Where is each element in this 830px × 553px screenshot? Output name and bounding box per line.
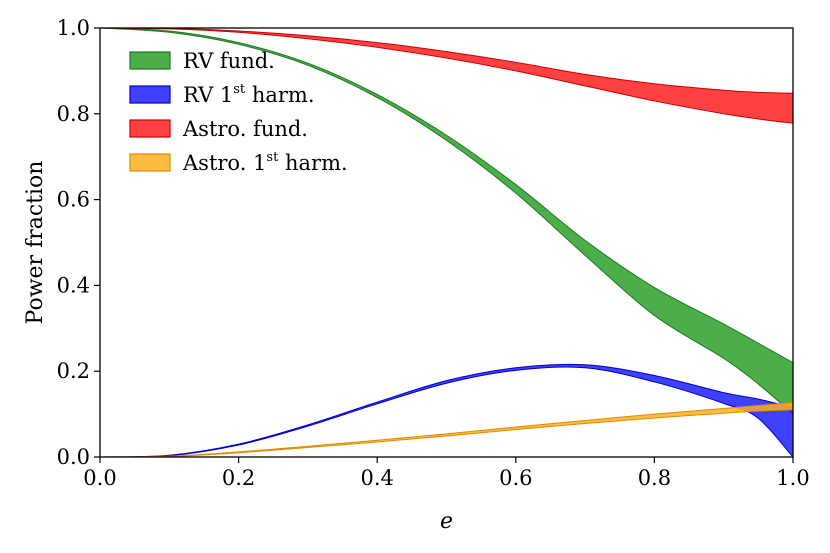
legend: RV fund.RV 1st harm.Astro. fund.Astro. 1… [129, 49, 348, 175]
x-tick-label: 0.8 [638, 466, 671, 490]
y-axis: 0.0 0.2 0.4 0.6 0.8 1.0 [57, 16, 100, 469]
band-rv-1st-harm [99, 363, 794, 459]
plot-frame [99, 27, 794, 458]
x-tick-label: 0.6 [499, 466, 532, 490]
legend-label-main: RV fund. [183, 49, 275, 73]
x-axis-label: e [440, 509, 453, 534]
band-astro-fund [99, 27, 794, 124]
y-tick-label: 1.0 [57, 16, 90, 40]
legend-label-main: RV 1 [183, 83, 233, 107]
y-tick-label: 0.6 [57, 188, 90, 212]
y-tick-label: 0.2 [57, 359, 90, 383]
legend-label: Astro. 1st harm. [182, 150, 348, 175]
y-tick-label: 0.8 [57, 102, 90, 126]
legend-swatch [129, 153, 171, 172]
legend-swatch [129, 85, 171, 104]
legend-label-sup: st [266, 150, 279, 165]
legend-label: RV 1st harm. [183, 82, 315, 107]
legend-label-sup: st [233, 82, 246, 97]
x-tick-label: 1.0 [776, 466, 809, 490]
x-axis: 0.0 0.2 0.4 0.6 0.8 1.0 [83, 457, 810, 490]
y-tick-label: 0.4 [57, 273, 90, 297]
x-tick-label: 0.0 [83, 466, 116, 490]
legend-label-tail: harm. [278, 151, 347, 175]
y-tick-label: 0.0 [57, 445, 90, 469]
y-axis-label: Power fraction [23, 161, 48, 325]
x-tick-label: 0.2 [222, 466, 255, 490]
x-tick-label: 0.4 [360, 466, 393, 490]
legend-label-main: Astro. 1 [182, 151, 266, 175]
legend-label-main: Astro. fund. [182, 117, 308, 141]
legend-swatch [129, 51, 171, 70]
legend-swatch [129, 119, 171, 138]
band-astro-1st-harm [99, 401, 794, 458]
legend-label: RV fund. [183, 49, 275, 73]
legend-label-tail: harm. [245, 83, 314, 107]
legend-label: Astro. fund. [182, 117, 308, 141]
